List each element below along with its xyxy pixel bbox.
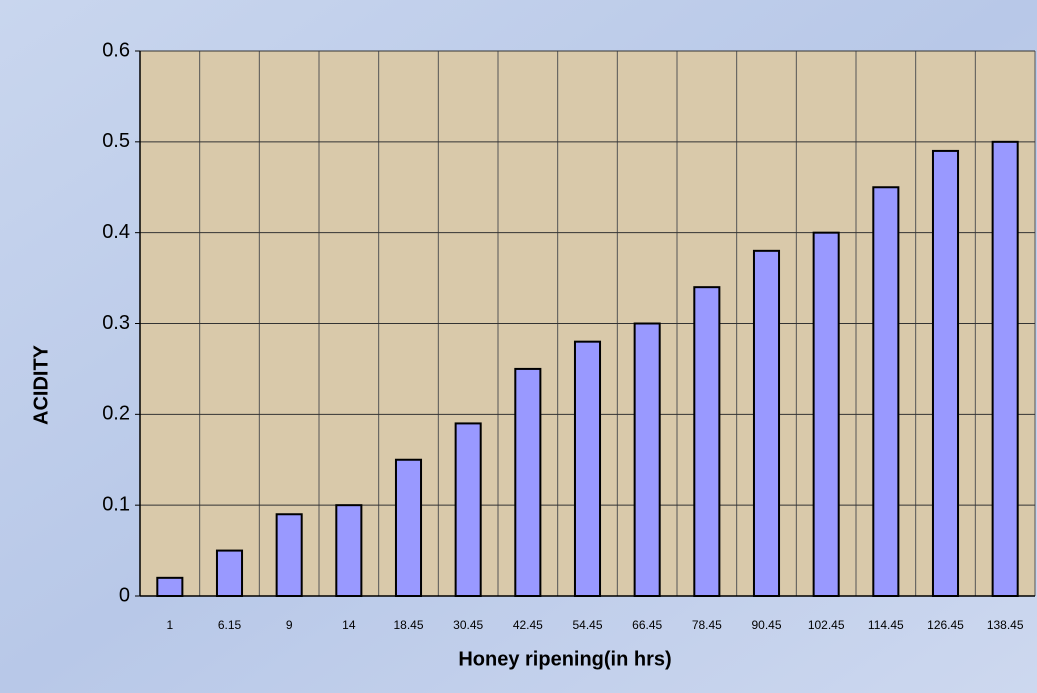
bar [991,140,1019,597]
bar [215,549,244,597]
bar [812,231,840,598]
x-tick-label: 102.45 [808,618,845,632]
x-tick-label: 42.45 [513,618,543,632]
x-tick-label: 78.45 [692,618,722,632]
bar [633,322,661,597]
y-tick-label: 0.6 [102,39,130,61]
x-tick-label: 126.45 [927,618,964,632]
y-tick-label: 0.5 [102,130,130,152]
bar [573,340,602,597]
x-tick-label: 18.45 [393,618,423,632]
x-tick-label: 54.45 [572,618,602,632]
bar [454,422,482,597]
x-tick-label: 114.45 [868,618,904,632]
bar [335,504,363,597]
y-axis-title: ACIDITY [30,344,52,425]
y-tick-label: 0.1 [102,493,130,515]
bar [156,576,184,597]
x-tick-label: 30.45 [453,618,483,632]
x-tick-label: 6.15 [218,618,242,632]
bar [394,458,423,597]
y-tick-label: 0.4 [102,221,130,243]
bar [514,367,542,597]
x-tick-label: 14 [342,618,356,632]
x-tick-label: 66.45 [632,618,662,632]
bar [693,286,721,597]
x-tick-label: 1 [166,618,173,632]
bar [752,249,781,597]
x-tick-label: 9 [286,618,293,632]
bar [931,149,960,598]
y-tick-label: 0 [119,584,130,606]
bar [275,513,303,597]
x-tick-label: 90.45 [751,618,781,632]
x-axis-title: Honey ripening(in hrs) [458,648,671,670]
y-tick-label: 0.2 [102,403,130,425]
bar [872,186,900,597]
x-tick-label: 138.45 [987,618,1024,632]
y-tick-label: 0.3 [102,312,130,334]
